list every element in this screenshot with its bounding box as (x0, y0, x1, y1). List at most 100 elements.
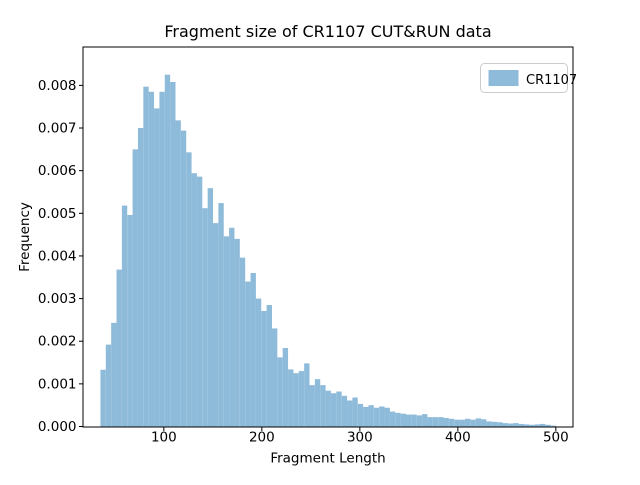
histogram-bar (111, 322, 117, 427)
histogram-bar (127, 215, 133, 427)
histogram-bar (540, 423, 546, 427)
histogram-bar (550, 425, 557, 427)
histogram-bar (491, 421, 498, 427)
histogram-bar (475, 418, 482, 427)
histogram-bar (132, 149, 138, 427)
legend: CR1107 (480, 63, 577, 93)
y-axis-label: Frequency (17, 202, 33, 272)
chart-title: Fragment size of CR1107 CUT&RUN data (164, 22, 491, 41)
histogram-bar (523, 424, 530, 427)
histogram-bar (443, 417, 449, 427)
plot-frame (82, 46, 574, 428)
histogram-bar (105, 344, 112, 427)
histogram-bar (432, 417, 439, 427)
x-tick-label: 400 (445, 430, 471, 446)
histogram-bar (368, 405, 374, 427)
histogram-bar (502, 423, 508, 427)
histogram-bar (229, 227, 235, 427)
histogram-bar (154, 108, 160, 427)
histogram-bar (454, 419, 460, 427)
y-tick-label: 0.000 (38, 419, 77, 435)
histogram-bar (218, 203, 224, 427)
histogram-bar (518, 423, 524, 427)
x-tick-label: 500 (543, 430, 569, 446)
histogram-bar (416, 415, 423, 427)
histogram-bar (395, 412, 401, 427)
y-tick-label: 0.001 (38, 376, 77, 392)
histogram-bar (186, 152, 192, 427)
histogram-bars (100, 74, 557, 427)
histogram-bar (282, 348, 289, 427)
x-axis-ticks: 100 200 300 400 500 (151, 427, 569, 446)
histogram-bar (448, 418, 455, 427)
histogram-bar (261, 310, 267, 427)
y-tick-label: 0.007 (38, 121, 77, 137)
x-tick-label: 100 (151, 430, 177, 446)
legend-label: CR1107 (526, 73, 577, 88)
histogram-bar (288, 369, 294, 427)
histogram-bar (534, 424, 541, 427)
histogram-bar (529, 424, 535, 427)
histogram-bar (137, 128, 144, 427)
histogram-bar (100, 369, 106, 427)
histogram-bar (250, 272, 256, 427)
y-tick-label: 0.005 (38, 206, 77, 222)
histogram-bar (180, 130, 187, 427)
histogram-bar (347, 400, 353, 427)
histogram-bar (406, 414, 412, 427)
y-tick-label: 0.006 (38, 163, 77, 179)
histogram-bar (159, 91, 165, 427)
histogram-bar (148, 91, 155, 427)
histogram-bar (202, 208, 208, 427)
x-axis-label: Fragment Length (270, 451, 385, 467)
histogram-bar (207, 188, 214, 427)
histogram-bar (320, 385, 326, 427)
histogram-bar (304, 363, 310, 427)
histogram-bar (271, 328, 278, 427)
y-axis-ticks: 0.000 0.001 0.002 0.003 0.004 0.005 0.006 0.007… (38, 78, 83, 435)
histogram-bar (164, 74, 171, 427)
histogram-bar (223, 236, 230, 427)
histogram-bar (234, 238, 240, 427)
histogram-bar (266, 304, 272, 427)
histogram-bar (116, 269, 122, 427)
histogram-bar (411, 414, 417, 427)
histogram-bar (507, 423, 514, 427)
histogram-bar (513, 423, 519, 427)
histogram-bar (196, 176, 203, 427)
histogram-bar (384, 407, 390, 427)
histogram-bar (143, 86, 149, 427)
histogram-bar (341, 395, 348, 427)
y-tick-label: 0.008 (38, 78, 77, 94)
histogram-bar (438, 417, 444, 427)
histogram-bar (277, 357, 283, 427)
histogram-bar (497, 422, 503, 427)
histogram-bar (422, 414, 428, 427)
histogram-bar (352, 397, 358, 427)
y-tick-label: 0.003 (38, 291, 77, 307)
histogram-bar (293, 373, 299, 427)
histogram-bar (481, 419, 487, 427)
histogram-bar (239, 257, 246, 427)
histogram-bar (325, 390, 331, 427)
histogram-bar (213, 223, 219, 427)
legend-swatch (488, 70, 519, 86)
histogram-bar (389, 411, 396, 427)
histogram-bar (470, 419, 476, 427)
histogram-bar (545, 424, 551, 427)
histogram-bar (336, 391, 342, 427)
y-tick-label: 0.004 (38, 248, 77, 264)
histogram-bar (245, 281, 251, 427)
y-tick-label: 0.002 (38, 334, 77, 350)
histogram-bar (464, 418, 471, 427)
histogram-bar (309, 385, 315, 427)
histogram-bar (400, 413, 406, 427)
histogram-bar (379, 406, 385, 427)
histogram-bar (363, 406, 369, 427)
x-tick-label: 200 (249, 430, 275, 446)
histogram-bar (175, 120, 181, 427)
histogram-bar (357, 403, 364, 427)
histogram-bar (314, 379, 321, 427)
